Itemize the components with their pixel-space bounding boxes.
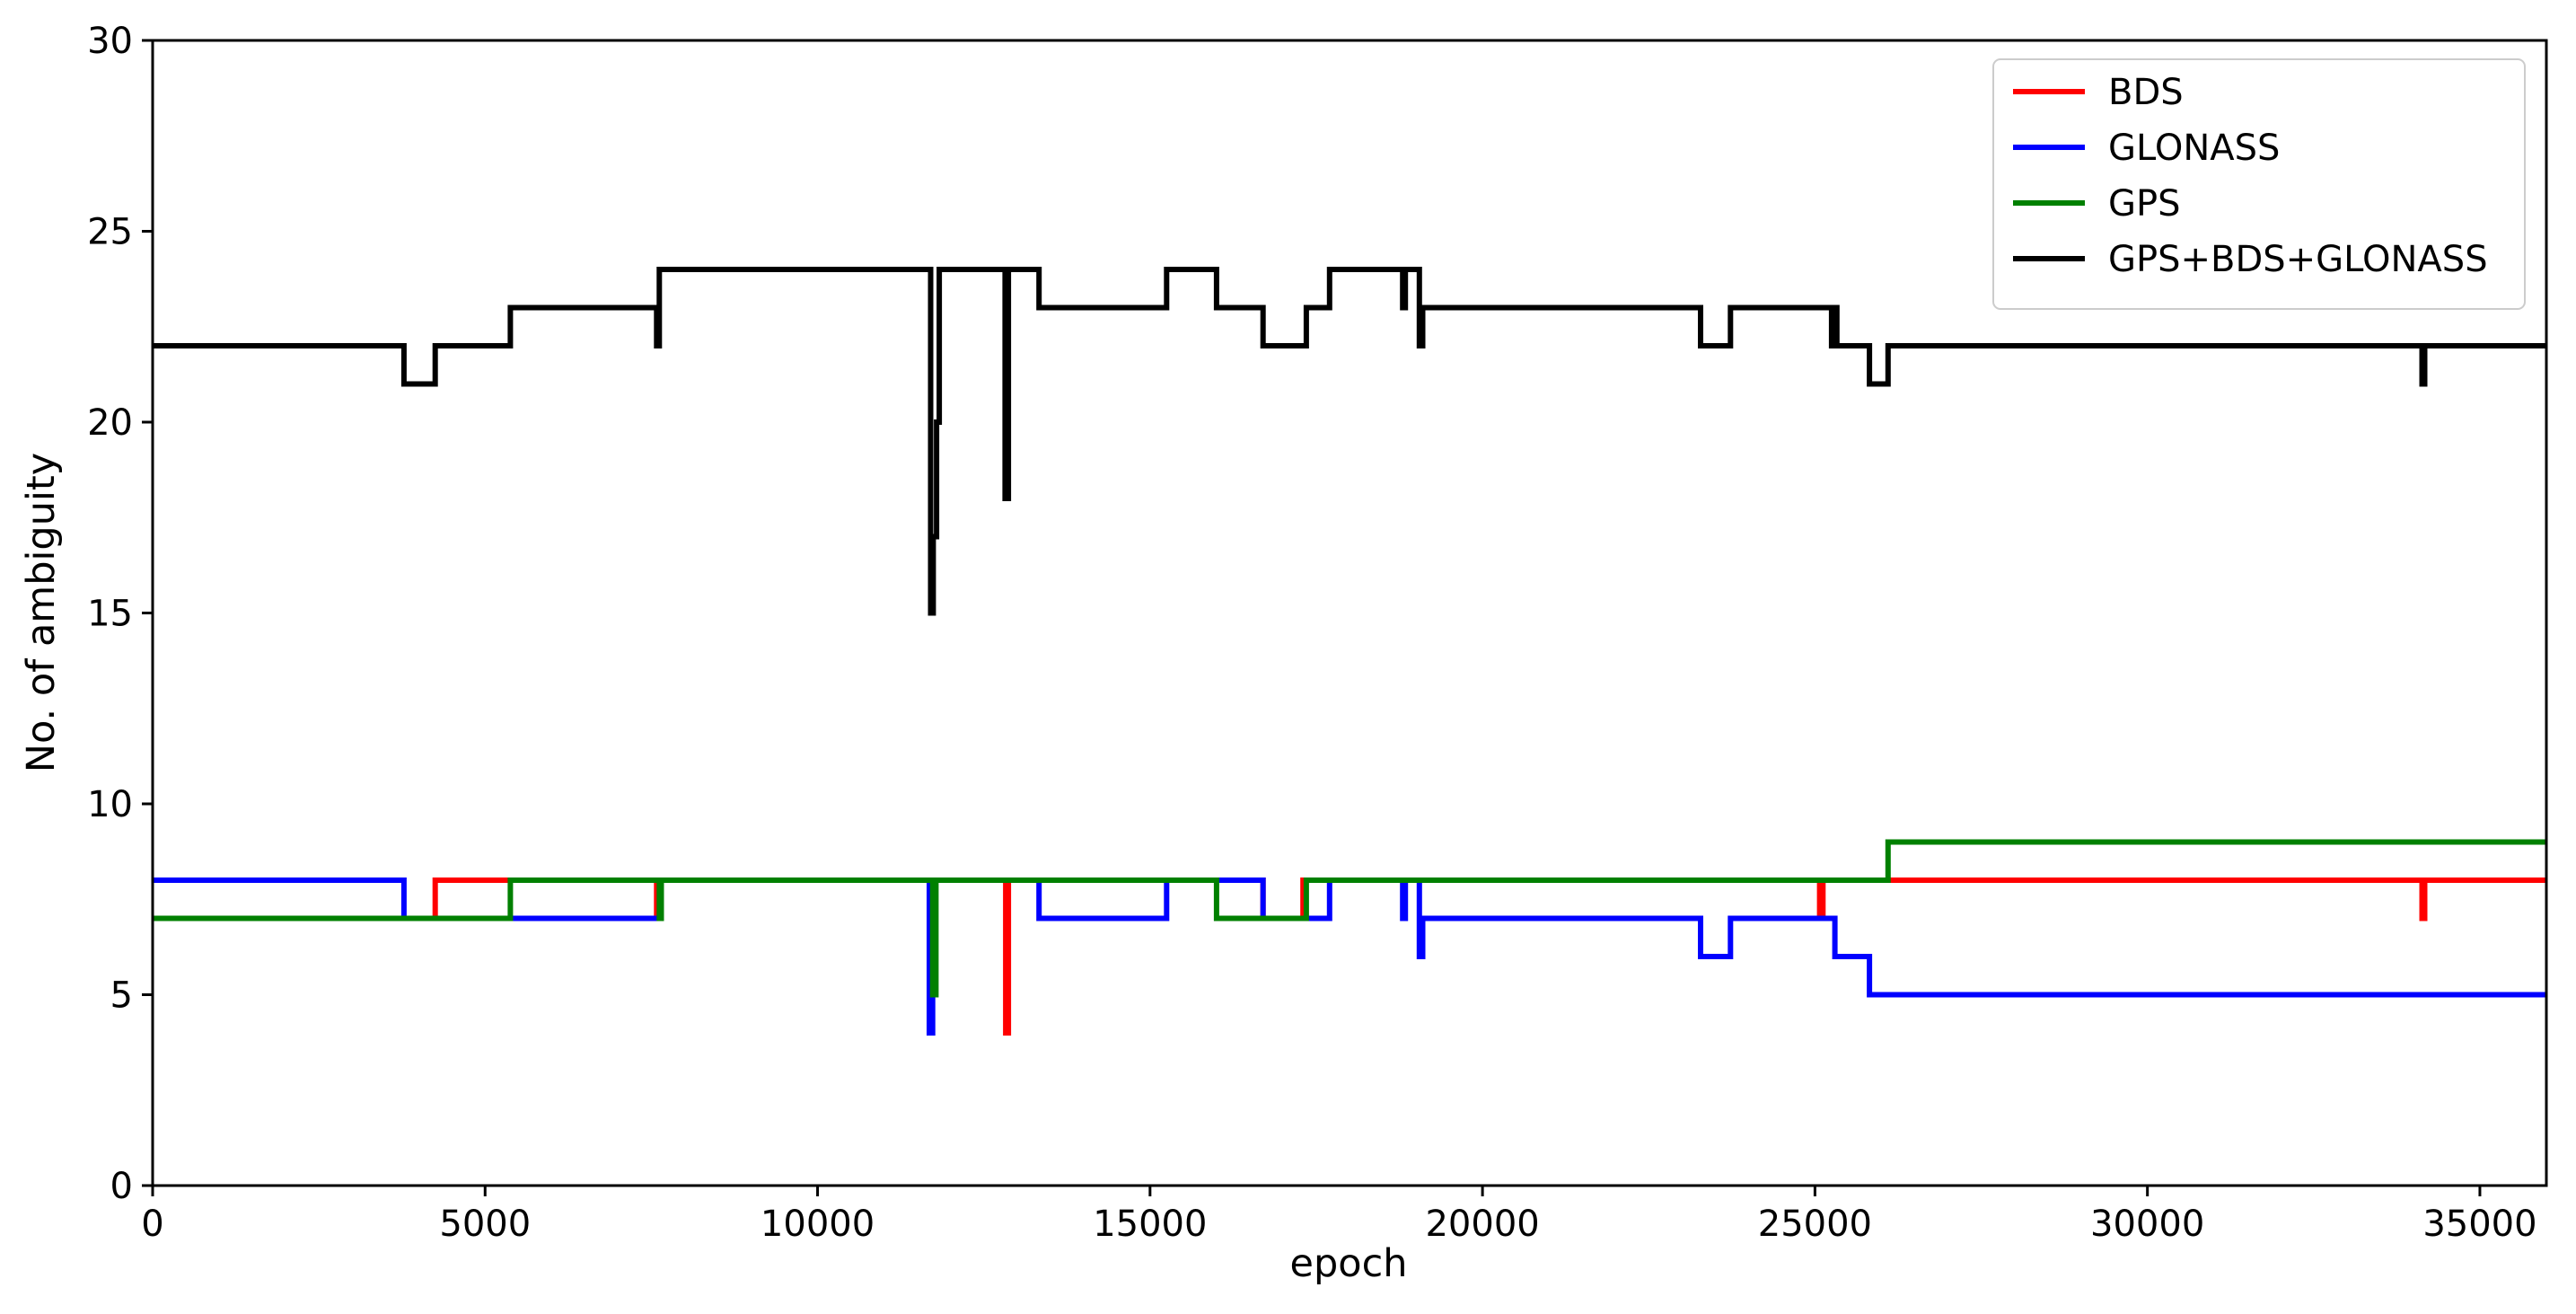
plot-area (153, 267, 2546, 1036)
x-tick-label: 30000 (2090, 1204, 2204, 1245)
series-line-gps-bds-glonass (153, 267, 2546, 616)
x-axis-ticks: 0 5000 10000 15000 20000 25000 30000 35000 (141, 1186, 2537, 1245)
x-tick-label: 35000 (2422, 1204, 2536, 1245)
y-tick-label: 5 (110, 975, 133, 1017)
x-tick-label: 10000 (760, 1204, 875, 1245)
x-tick-label: 0 (141, 1204, 163, 1245)
x-tick-label: 25000 (1758, 1204, 1872, 1245)
y-tick-label: 15 (87, 594, 133, 635)
legend-label: BDS (2108, 72, 2184, 113)
x-axis-label: epoch (1290, 1241, 1408, 1286)
legend-label: GPS+BDS+GLONASS (2108, 239, 2488, 280)
legend-box (1992, 58, 2526, 310)
x-tick-label: 15000 (1093, 1204, 1207, 1245)
y-tick-label: 30 (87, 21, 133, 62)
legend: BDS GLONASS GPS GPS+BDS+GLONASS (1992, 58, 2526, 310)
y-tick-label: 0 (110, 1166, 133, 1207)
legend-label: GPS (2108, 183, 2181, 225)
series-line-gps (153, 839, 2546, 998)
y-axis-ticks: 0 5 10 15 20 25 30 (87, 21, 153, 1207)
y-axis-label: No. of ambiguity (19, 453, 64, 772)
x-tick-label: 20000 (1425, 1204, 1539, 1245)
y-tick-label: 20 (87, 402, 133, 444)
x-tick-label: 5000 (439, 1204, 531, 1245)
y-tick-label: 10 (87, 784, 133, 825)
legend-label: GLONASS (2108, 128, 2280, 169)
y-tick-label: 25 (87, 212, 133, 253)
